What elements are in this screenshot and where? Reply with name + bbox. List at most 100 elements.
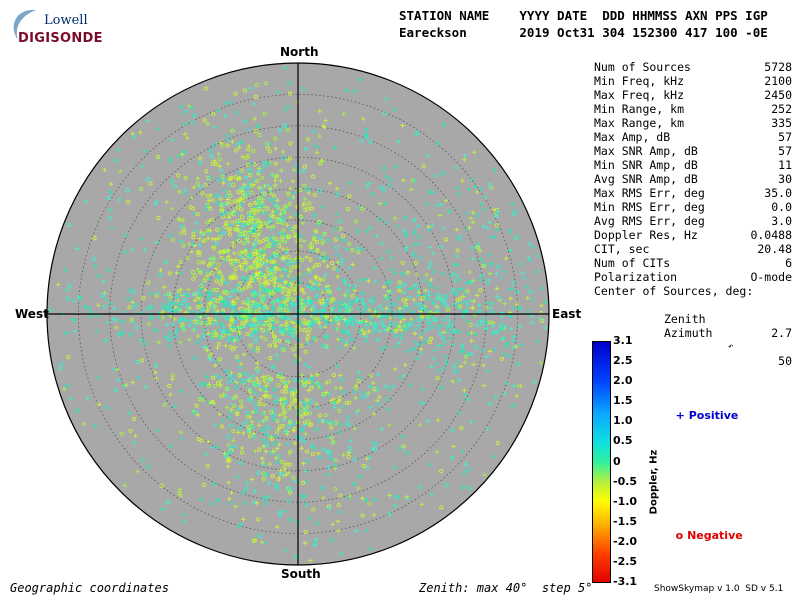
echo-source-mark bbox=[307, 516, 312, 521]
echo-source-mark bbox=[313, 285, 318, 291]
echo-source-mark bbox=[256, 470, 261, 476]
echo-source-mark bbox=[242, 278, 247, 283]
echo-source-mark bbox=[218, 168, 223, 173]
echo-source-mark bbox=[476, 245, 481, 250]
echo-source-mark bbox=[334, 363, 340, 369]
echo-source-mark bbox=[218, 375, 223, 380]
echo-source-mark bbox=[314, 144, 319, 149]
echo-source-mark bbox=[388, 321, 393, 326]
echo-source-mark bbox=[149, 317, 154, 322]
echo-source-mark bbox=[267, 271, 272, 276]
echo-source-mark bbox=[329, 398, 334, 403]
echo-source-mark bbox=[215, 177, 220, 182]
echo-source-mark bbox=[327, 505, 332, 510]
echo-source-mark bbox=[206, 400, 211, 405]
echo-source-mark bbox=[307, 401, 312, 406]
echo-source-mark bbox=[263, 337, 268, 342]
stat-value: 252 bbox=[771, 102, 792, 116]
echo-source-mark bbox=[203, 344, 208, 350]
echo-source-mark bbox=[324, 390, 329, 395]
echo-source-mark bbox=[458, 364, 464, 369]
echo-source-mark bbox=[383, 174, 389, 179]
echo-source-mark bbox=[236, 142, 241, 147]
echo-source-mark bbox=[424, 337, 430, 342]
echo-source-mark bbox=[524, 284, 529, 290]
echo-source-mark bbox=[171, 308, 176, 313]
echo-source-mark bbox=[224, 193, 229, 198]
echo-source-mark bbox=[281, 285, 286, 290]
echo-source-mark bbox=[111, 367, 116, 372]
echo-source-mark bbox=[108, 208, 113, 213]
echo-source-mark bbox=[335, 211, 340, 217]
echo-source-mark bbox=[221, 180, 226, 186]
echo-source-mark bbox=[242, 88, 248, 93]
echo-source-mark bbox=[210, 270, 215, 276]
echo-source-mark bbox=[485, 280, 490, 286]
echo-source-mark bbox=[133, 302, 138, 307]
echo-source-mark bbox=[353, 383, 359, 388]
echo-source-mark bbox=[346, 454, 351, 459]
echo-source-mark bbox=[257, 401, 262, 407]
echo-source-mark bbox=[314, 262, 319, 268]
echo-source-mark bbox=[452, 262, 457, 267]
echo-source-mark bbox=[392, 465, 397, 470]
echo-source-mark bbox=[306, 419, 311, 424]
echo-source-mark bbox=[542, 325, 548, 331]
echo-source-mark bbox=[198, 303, 203, 308]
echo-source-mark bbox=[338, 422, 343, 427]
echo-source-mark bbox=[492, 167, 497, 173]
echo-source-mark bbox=[460, 178, 465, 184]
echo-source-mark bbox=[238, 361, 244, 367]
echo-source-mark bbox=[425, 297, 430, 302]
echo-source-mark bbox=[531, 245, 536, 250]
echo-source-mark bbox=[258, 263, 263, 268]
echo-source-mark bbox=[247, 173, 252, 178]
echo-source-mark bbox=[182, 292, 187, 297]
echo-source-mark bbox=[455, 263, 460, 268]
echo-source-mark bbox=[314, 381, 319, 386]
echo-source-mark bbox=[286, 273, 292, 279]
echo-source-mark bbox=[264, 258, 269, 263]
echo-source-mark bbox=[283, 384, 289, 389]
echo-source-mark bbox=[264, 443, 270, 448]
echo-source-mark bbox=[429, 284, 434, 290]
echo-source-mark bbox=[298, 435, 303, 440]
echo-source-mark bbox=[208, 357, 214, 363]
echo-source-mark bbox=[298, 214, 303, 219]
stat-row: Max Amp, dB 57 bbox=[594, 130, 792, 144]
echo-source-mark bbox=[268, 220, 273, 225]
echo-source-mark bbox=[255, 261, 260, 267]
echo-source-mark bbox=[310, 311, 316, 316]
echo-source-mark bbox=[390, 383, 396, 389]
echo-source-mark bbox=[245, 480, 250, 486]
echo-source-mark bbox=[249, 190, 254, 195]
echo-source-mark bbox=[324, 315, 329, 320]
echo-source-mark bbox=[198, 382, 203, 387]
echo-source-mark bbox=[393, 344, 398, 349]
echo-source-mark bbox=[291, 320, 296, 326]
echo-source-mark bbox=[248, 202, 253, 207]
echo-source-mark bbox=[264, 305, 270, 311]
echo-source-mark bbox=[201, 260, 206, 265]
echo-source-mark bbox=[459, 286, 465, 291]
echo-source-mark bbox=[336, 502, 341, 508]
echo-source-mark bbox=[363, 127, 369, 132]
echo-source-mark bbox=[198, 229, 203, 235]
echo-source-mark bbox=[455, 273, 460, 278]
echo-source-mark bbox=[259, 186, 264, 191]
echo-source-mark bbox=[283, 268, 288, 274]
echo-source-mark bbox=[380, 307, 385, 312]
echo-source-mark bbox=[369, 547, 374, 552]
echo-source-mark bbox=[202, 118, 207, 123]
echo-source-mark bbox=[476, 319, 481, 324]
echo-source-mark bbox=[287, 80, 292, 86]
echo-source-mark bbox=[453, 328, 459, 334]
echo-source-mark bbox=[183, 176, 188, 181]
echo-source-mark bbox=[323, 309, 328, 314]
echo-source-mark bbox=[316, 262, 321, 267]
echo-source-mark bbox=[462, 153, 468, 158]
stat-label: Min Freq, kHz bbox=[594, 74, 685, 88]
stat-row: Polarization O-mode bbox=[594, 270, 792, 284]
echo-source-mark bbox=[117, 332, 122, 337]
echo-source-mark bbox=[255, 256, 260, 261]
